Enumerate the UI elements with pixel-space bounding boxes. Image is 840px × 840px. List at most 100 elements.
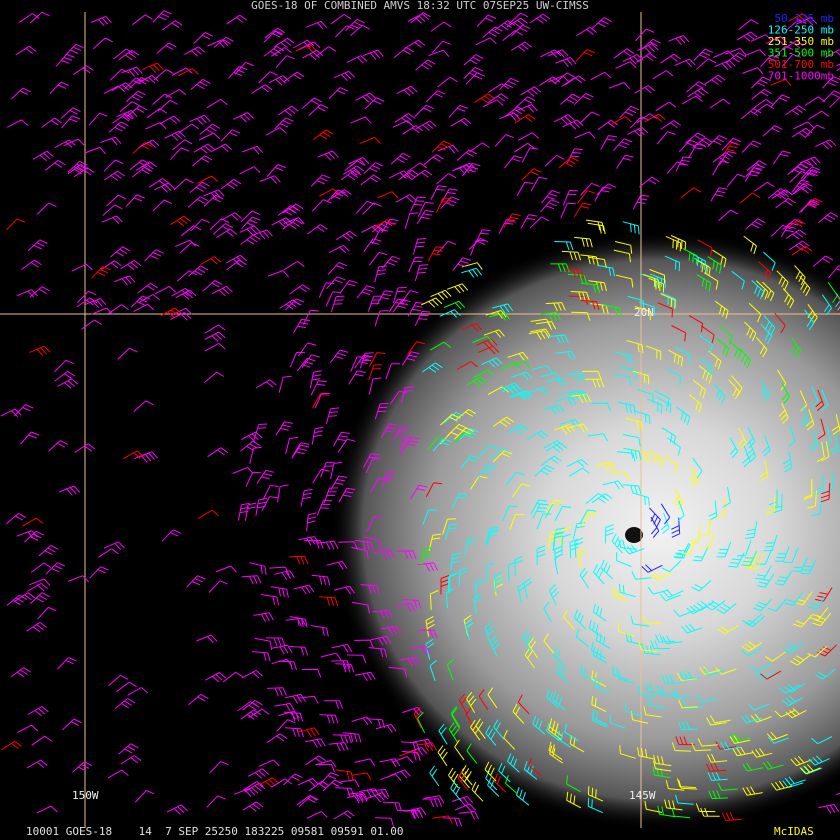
- wind-barb: [699, 357, 713, 376]
- wind-barb: [178, 123, 199, 134]
- wind-barb: [681, 538, 697, 555]
- wind-barb: [399, 436, 412, 455]
- wind-barb: [395, 194, 417, 203]
- wind-barb: [536, 545, 546, 565]
- wind-barb: [759, 460, 769, 482]
- wind-barb: [800, 559, 817, 575]
- wind-barb: [545, 302, 566, 312]
- wind-barb: [815, 587, 833, 602]
- wind-barb: [463, 54, 484, 66]
- wind-barb: [678, 721, 698, 730]
- wind-barb: [555, 663, 569, 683]
- wind-barb: [572, 522, 586, 540]
- wind-barb: [205, 672, 227, 683]
- wind-barb: [799, 156, 821, 167]
- wind-barb: [484, 621, 495, 643]
- wind-barb: [106, 194, 127, 207]
- wind-barb: [624, 703, 642, 717]
- wind-barb: [16, 530, 38, 539]
- wind-barb: [555, 350, 576, 360]
- wind-barb: [487, 93, 509, 104]
- wind-barb: [133, 303, 155, 313]
- wind-barb: [27, 239, 48, 252]
- wind-barb: [645, 345, 662, 360]
- wind-barb: [523, 577, 533, 599]
- wind-barb: [785, 229, 807, 240]
- wind-barb: [478, 464, 497, 478]
- wind-barb: [350, 116, 372, 124]
- wind-barb: [741, 140, 762, 153]
- wind-barb: [133, 400, 154, 412]
- wind-barb: [319, 596, 339, 607]
- wind-barb: [253, 423, 268, 440]
- wind-barb: [368, 364, 383, 381]
- wind-barb: [129, 159, 150, 171]
- wind-barb: [234, 62, 254, 75]
- wind-barb: [204, 324, 226, 334]
- wind-barb: [302, 49, 324, 61]
- wind-barb: [647, 697, 666, 709]
- wind-barb: [481, 357, 503, 368]
- wind-barb: [422, 509, 437, 526]
- wind-barb: [760, 54, 780, 68]
- wind-barb: [177, 68, 199, 77]
- wind-barb: [18, 13, 40, 23]
- wind-barb: [425, 615, 435, 637]
- wind-barb: [359, 136, 381, 144]
- wind-barb: [571, 311, 591, 321]
- wind-barb: [528, 330, 550, 340]
- wind-barb: [107, 769, 129, 779]
- wind-barb: [27, 706, 49, 717]
- wind-barb: [717, 625, 739, 635]
- wind-barb: [622, 484, 642, 495]
- wind-barb: [284, 727, 304, 738]
- longitude-label: 145W: [629, 789, 656, 802]
- wind-barb: [316, 500, 333, 516]
- wind-barb: [220, 129, 241, 142]
- wind-barb: [120, 259, 142, 271]
- wind-barb: [574, 537, 584, 558]
- wind-barb: [673, 609, 695, 617]
- wind-barb: [675, 156, 692, 172]
- wind-barb: [211, 143, 233, 153]
- wind-barb: [261, 496, 279, 511]
- wind-barb: [655, 634, 676, 643]
- wind-barb: [32, 150, 54, 162]
- wind-barb: [765, 36, 788, 45]
- wind-barb: [562, 190, 578, 206]
- wind-barb: [688, 394, 702, 413]
- wind-barb: [76, 290, 97, 303]
- wind-barb: [439, 309, 461, 318]
- wind-barb: [516, 104, 538, 113]
- wind-barb: [274, 702, 295, 712]
- wind-barb: [470, 240, 485, 256]
- wind-barb: [291, 444, 310, 459]
- wind-barb: [509, 514, 524, 530]
- wind-barb: [209, 218, 230, 231]
- wind-barb: [202, 280, 223, 292]
- wind-barb: [600, 559, 613, 580]
- wind-barb: [258, 759, 280, 767]
- wind-barb: [137, 75, 159, 84]
- wind-barb: [138, 139, 160, 149]
- wind-barb: [741, 550, 758, 567]
- wind-barb: [412, 738, 434, 748]
- wind-barb: [381, 255, 401, 269]
- wind-barb: [501, 384, 523, 396]
- wind-barb: [554, 505, 572, 521]
- wind-barb: [699, 334, 713, 354]
- wind-barb: [603, 304, 622, 317]
- wind-barb: [817, 418, 826, 440]
- wind-barb: [708, 790, 729, 800]
- wind-barb: [31, 735, 52, 746]
- wind-barb: [189, 181, 210, 193]
- wind-barb: [616, 451, 636, 462]
- wind-barb: [282, 219, 304, 230]
- wind-barb: [330, 189, 352, 200]
- wind-barb: [697, 239, 713, 257]
- wind-barb: [520, 214, 538, 230]
- wind-barb: [641, 564, 663, 573]
- wind-barb: [486, 529, 499, 547]
- wind-barb: [773, 493, 783, 514]
- wind-barb: [204, 331, 226, 342]
